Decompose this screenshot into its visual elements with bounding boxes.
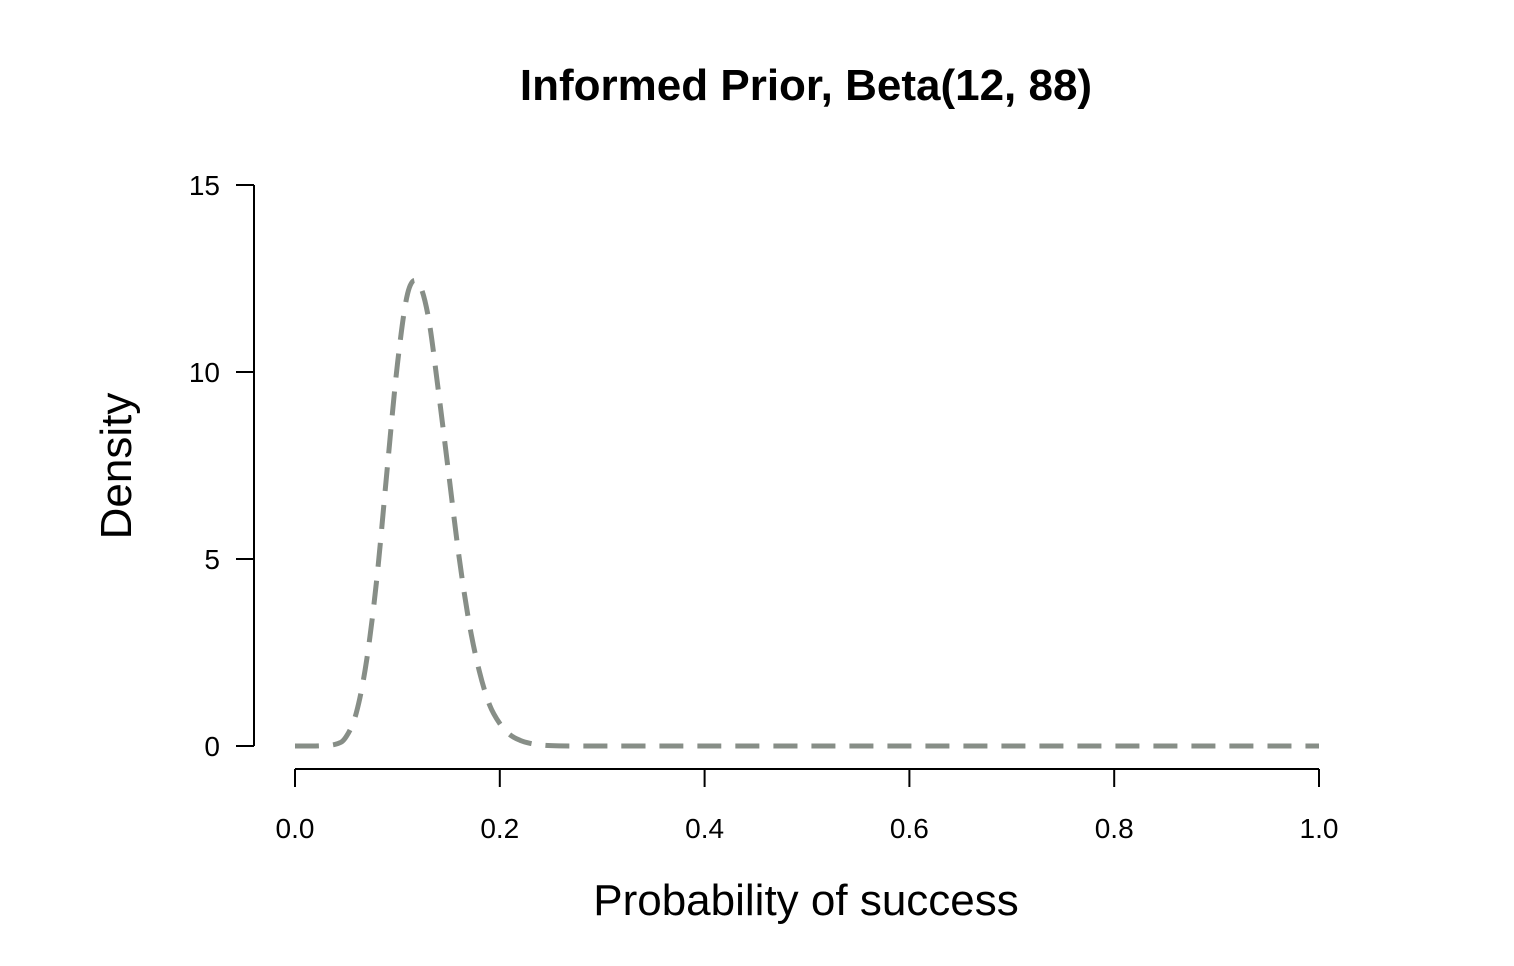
x-axis-label: Probability of success: [593, 876, 1019, 925]
x-tick-label: 1.0: [1300, 813, 1339, 844]
x-tick-label: 0.2: [480, 813, 519, 844]
x-tick-label: 0.8: [1095, 813, 1134, 844]
x-axis: 0.0 0.2 0.4 0.6 0.8 1.0: [276, 768, 1339, 844]
density-curve-line: [295, 277, 1319, 749]
y-tick-label: 15: [189, 170, 220, 201]
x-tick-label: 0.6: [890, 813, 929, 844]
y-tick-label: 10: [189, 357, 220, 388]
y-tick-label: 5: [204, 544, 220, 575]
plot-area: [295, 277, 1319, 749]
x-tick-label: 0.4: [685, 813, 724, 844]
x-tick-label: 0.0: [276, 813, 315, 844]
y-axis-label: Density: [92, 393, 141, 540]
y-axis: 0 5 10 15: [189, 170, 255, 762]
y-tick-label: 0: [204, 731, 220, 762]
chart-title: Informed Prior, Beta(12, 88): [520, 61, 1092, 110]
